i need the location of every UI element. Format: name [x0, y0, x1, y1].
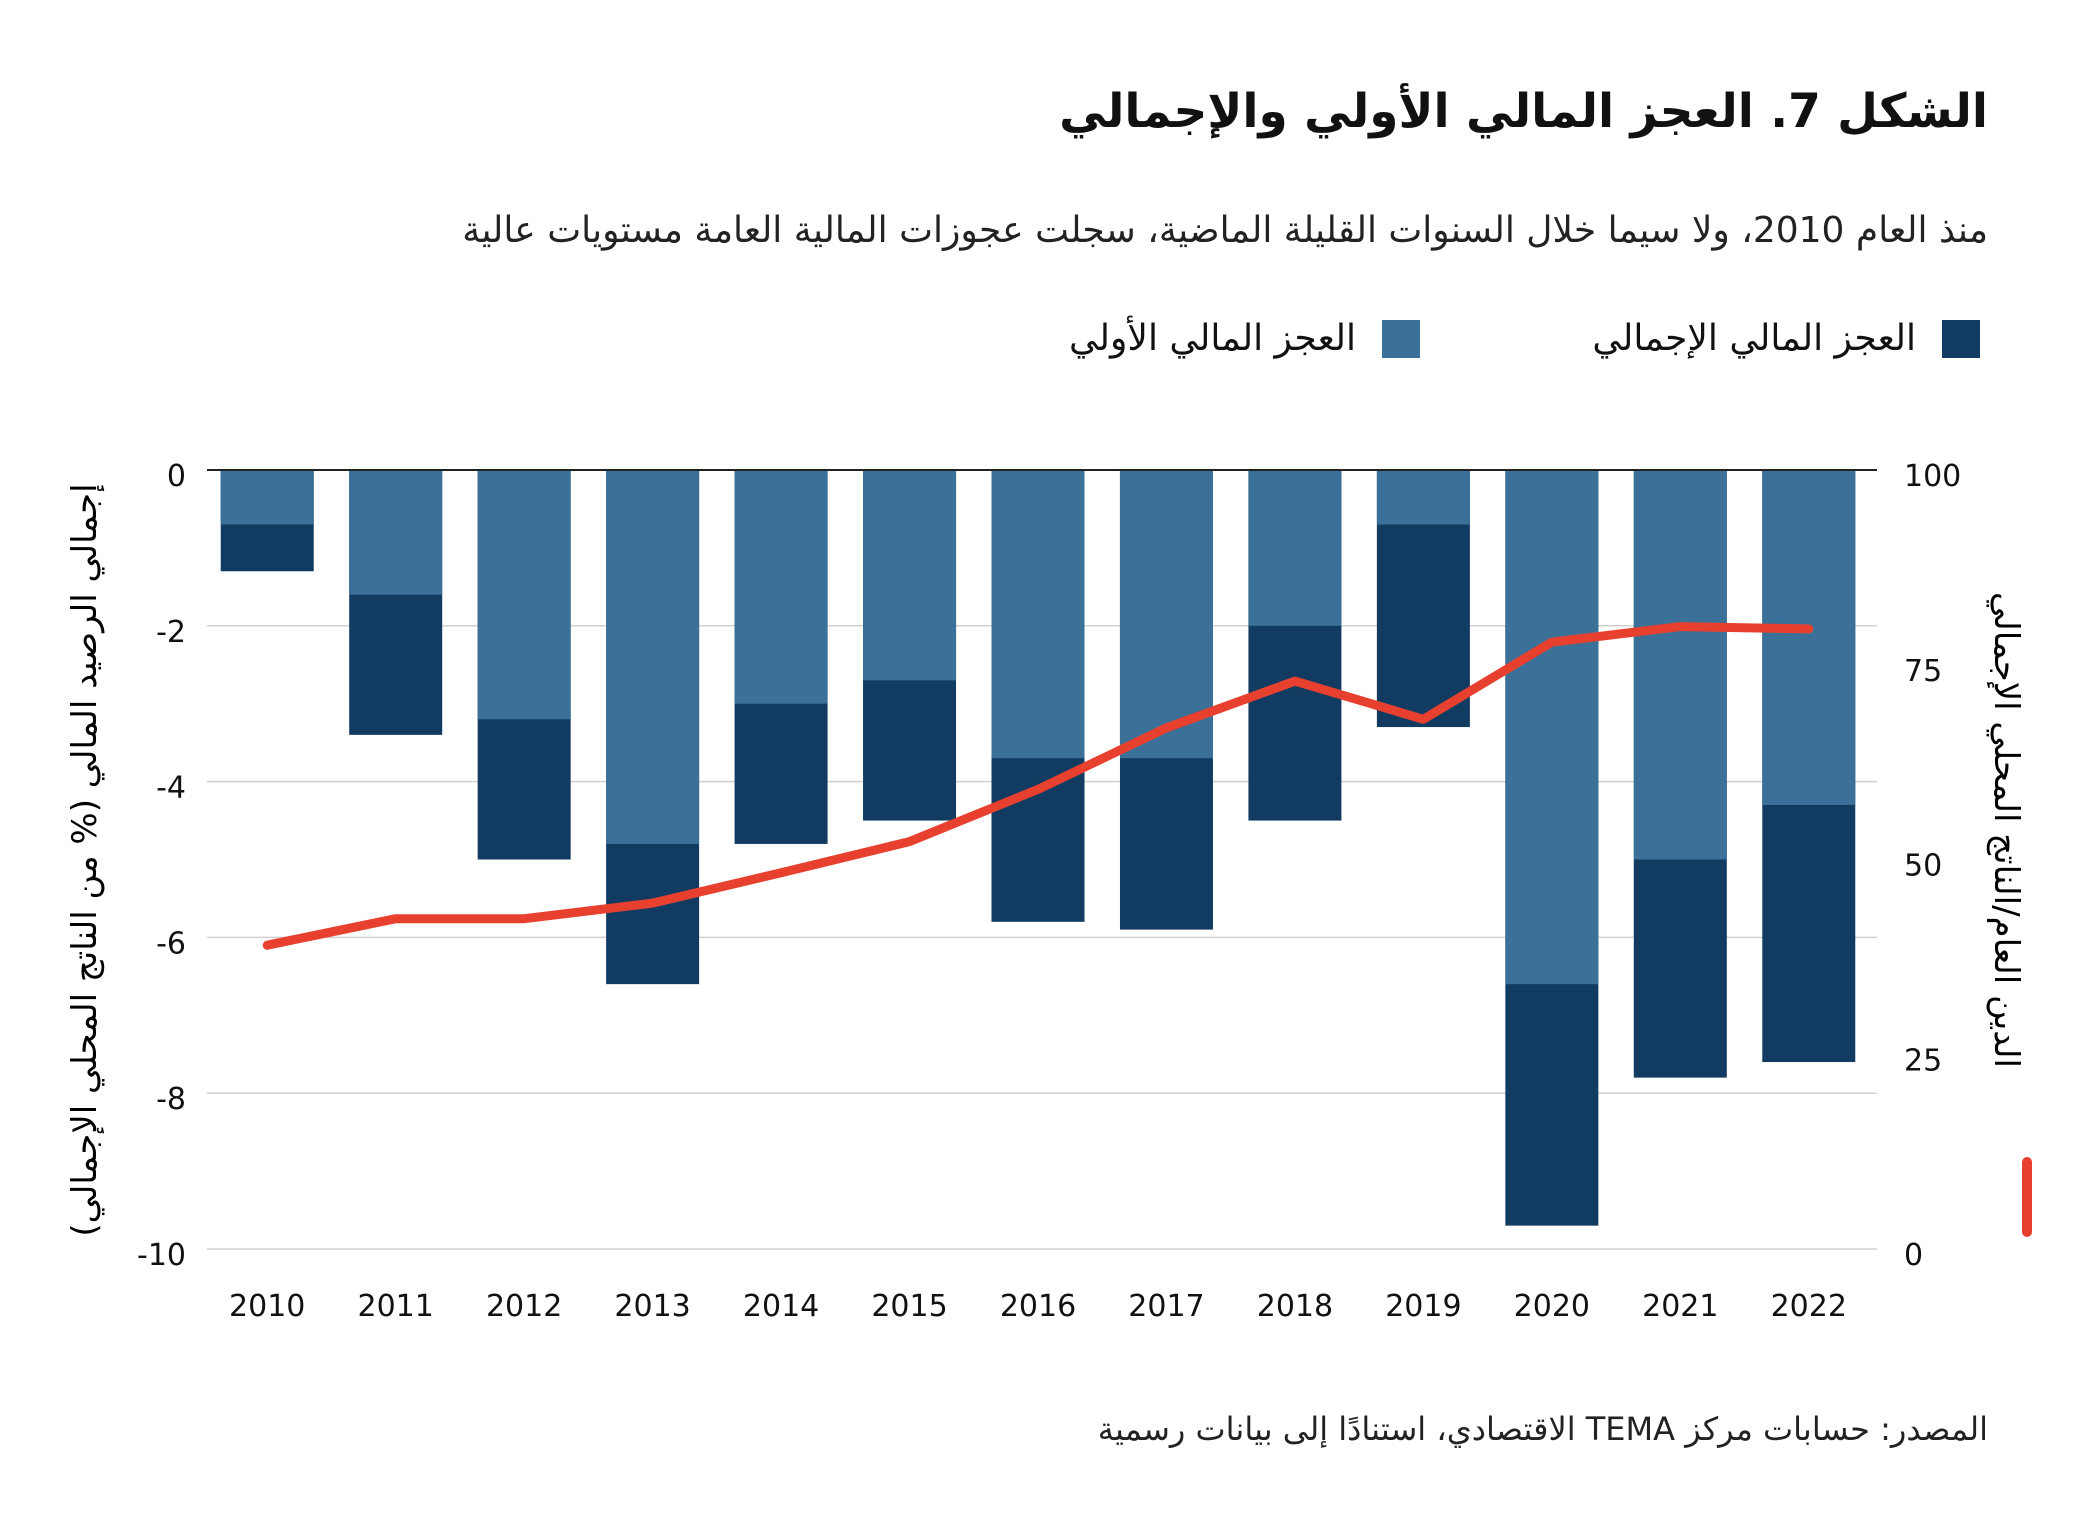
debt-line [262, 622, 1814, 950]
x-tick-label: 2017 [1128, 1289, 1204, 1324]
x-tick-label: 2022 [1771, 1289, 1847, 1324]
legend-item-primary: العجز المالي الأولي [1069, 318, 1420, 359]
y-tick-label: -4 [156, 771, 186, 806]
x-tick-label: 2019 [1385, 1289, 1461, 1324]
y-tick-label: 0 [167, 459, 186, 494]
x-tick-label: 2020 [1514, 1289, 1590, 1324]
y-tick-label: -2 [156, 615, 186, 650]
y2-tick-label: 75 [1904, 654, 1942, 689]
bar-primary-2016 [991, 470, 1085, 759]
legend-swatch-overall [1942, 319, 1980, 358]
y2-axis-label: الدين العام/الناتج المحلي الإجمالي [1986, 592, 2026, 1068]
y2-tick-label: 50 [1904, 849, 1942, 884]
y-tick-label: -6 [156, 926, 186, 961]
x-tick-label: 2021 [1642, 1289, 1718, 1324]
bar-primary-2019 [1376, 470, 1470, 525]
y-axis-label: إجمالي الرصيد المالي (% من الناتج المحلي… [65, 483, 105, 1236]
legend-swatch-primary [1382, 319, 1420, 358]
x-tick-label: 2016 [1000, 1289, 1076, 1324]
bar-primary-2013 [606, 470, 700, 844]
chart-subtitle: منذ العام 2010، ولا سيما خلال السنوات ال… [462, 210, 1988, 251]
bar-primary-2012 [477, 470, 571, 720]
x-tick-label: 2015 [871, 1289, 947, 1324]
legend-item-overall: العجز المالي الإجمالي [1592, 318, 1980, 359]
x-tick-label: 2014 [743, 1289, 819, 1324]
x-tick-label: 2018 [1257, 1289, 1333, 1324]
y2-tick-label: 0 [1904, 1238, 1923, 1273]
chart-title: الشكل 7. العجز المالي الأولي والإجمالي [1059, 84, 1988, 139]
source-note: المصدر: حسابات مركز TEMA الاقتصادي، استن… [1097, 1410, 1988, 1448]
bar-primary-2017 [1119, 470, 1213, 759]
x-tick-label: 2013 [614, 1289, 690, 1324]
y2-tick-label: 25 [1904, 1043, 1942, 1078]
legend-label-primary: العجز المالي الأولي [1069, 318, 1356, 359]
bar-primary-2015 [863, 470, 957, 681]
legend-label-overall: العجز المالي الإجمالي [1592, 318, 1916, 359]
bar-primary-2011 [349, 470, 443, 595]
bar-primary-2020 [1505, 470, 1599, 985]
bar-primary-2018 [1248, 470, 1342, 626]
bar-primary-2021 [1633, 470, 1727, 860]
bar-primary-2022 [1762, 470, 1856, 805]
bar-primary-2010 [220, 470, 314, 525]
y-tick-label: -10 [137, 1238, 186, 1273]
x-tick-label: 2012 [486, 1289, 562, 1324]
bar-primary-2014 [734, 470, 828, 704]
y2-tick-label: 100 [1904, 459, 1961, 494]
x-tick-label: 2011 [358, 1289, 434, 1324]
y-tick-label: -8 [156, 1082, 186, 1117]
x-tick-label: 2010 [229, 1289, 305, 1324]
